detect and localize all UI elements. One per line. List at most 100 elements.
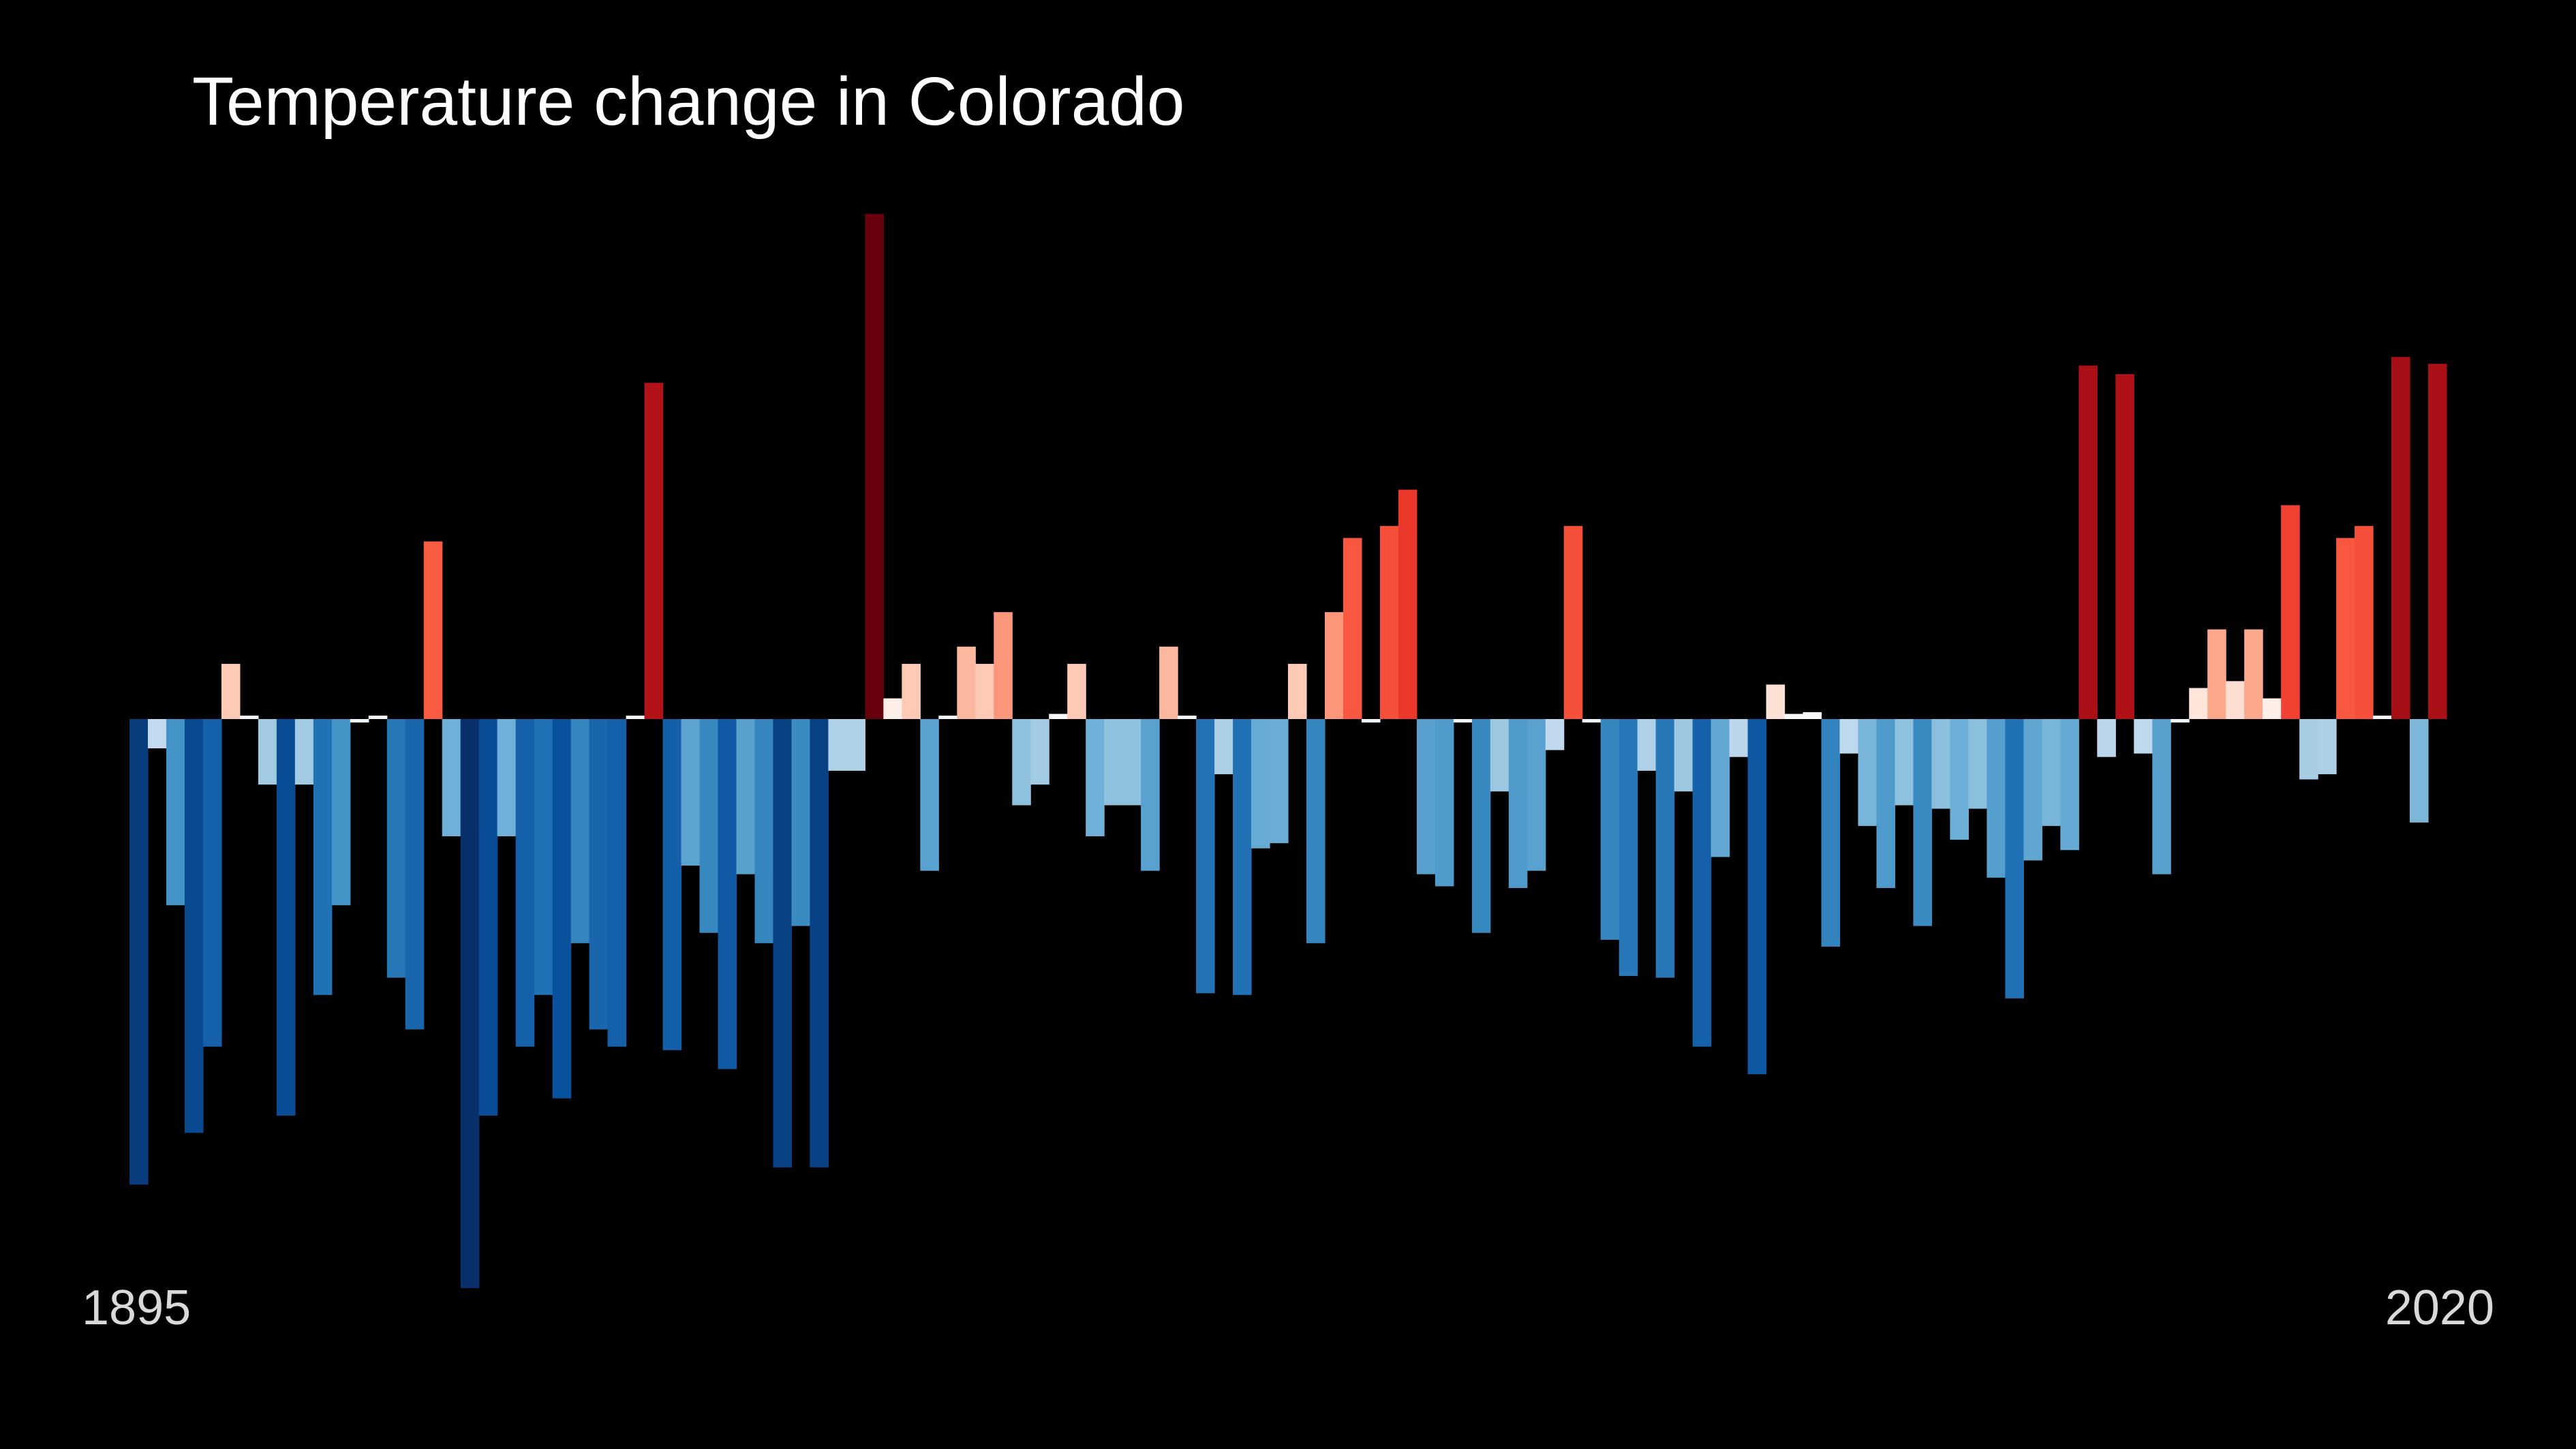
- bar-1899: [202, 719, 222, 1047]
- bar-1956: [1251, 719, 1270, 849]
- bar-1898: [184, 719, 204, 1133]
- bar-1975: [1600, 719, 1620, 940]
- bar-1985: [1784, 714, 1804, 719]
- bar-1963: [1379, 525, 1399, 719]
- bar-1994: [1950, 719, 1969, 840]
- bar-2003: [2115, 374, 2134, 719]
- bar-1971: [1527, 719, 1546, 871]
- bar-1925: [681, 719, 701, 866]
- bar-1931: [791, 719, 811, 926]
- bar-1972: [1545, 719, 1565, 750]
- bar-1964: [1398, 489, 1417, 719]
- bar-1993: [1931, 719, 1951, 809]
- bar-2007: [2189, 688, 2208, 719]
- bar-1923: [644, 382, 664, 719]
- bar-1937: [902, 664, 921, 719]
- bar-1897: [166, 719, 185, 906]
- bar-1920: [589, 719, 609, 1030]
- bar-2013: [2299, 719, 2318, 780]
- bar-1928: [736, 719, 756, 874]
- bar-1976: [1619, 719, 1638, 976]
- bar-1901: [239, 715, 259, 719]
- bar-1914: [478, 719, 498, 1116]
- bar-1986: [1803, 712, 1822, 719]
- bar-1953: [1196, 719, 1215, 994]
- bar-1974: [1582, 719, 1601, 723]
- bar-1929: [754, 719, 774, 943]
- bar-1942: [994, 612, 1013, 719]
- bar-1951: [1159, 646, 1178, 719]
- bar-2015: [2336, 538, 2355, 719]
- bar-1989: [1858, 719, 1877, 826]
- bar-1943: [1012, 719, 1031, 806]
- bar-1948: [1104, 719, 1123, 806]
- bar-1954: [1214, 719, 1233, 774]
- bar-2018: [2391, 356, 2410, 719]
- bar-1933: [828, 719, 847, 771]
- bar-1930: [773, 719, 793, 1168]
- bar-1907: [350, 719, 369, 723]
- bar-1998: [2023, 719, 2042, 861]
- bar-1979: [1674, 719, 1693, 792]
- bar-1947: [1086, 719, 1105, 837]
- bar-1938: [920, 719, 939, 871]
- bar-2016: [2355, 525, 2374, 719]
- bar-1950: [1141, 719, 1160, 871]
- bar-1992: [1913, 719, 1933, 926]
- bar-1917: [534, 719, 553, 995]
- bar-1919: [570, 719, 590, 943]
- bar-1960: [1324, 612, 1344, 719]
- bar-2011: [2263, 698, 2282, 719]
- bar-1987: [1821, 719, 1841, 947]
- bar-1896: [147, 719, 167, 749]
- x-axis-start-label: 1895: [82, 1281, 191, 1335]
- bar-2019: [2410, 719, 2429, 823]
- bar-1941: [975, 664, 994, 719]
- bar-2004: [2134, 719, 2153, 754]
- x-axis-end-label: 2020: [2385, 1281, 2494, 1335]
- bar-1918: [552, 719, 572, 1099]
- bar-1944: [1030, 719, 1049, 785]
- bar-1969: [1490, 719, 1509, 792]
- bar-1952: [1178, 715, 1197, 719]
- bar-1926: [699, 719, 719, 933]
- bar-1978: [1655, 719, 1675, 978]
- bar-1900: [221, 664, 241, 719]
- bar-1997: [2005, 719, 2024, 998]
- bar-1999: [2042, 719, 2061, 826]
- bar-1995: [1968, 719, 1987, 809]
- bar-1946: [1067, 664, 1086, 719]
- bar-1908: [368, 715, 388, 719]
- bar-1991: [1895, 719, 1914, 806]
- bar-1922: [626, 715, 645, 719]
- bar-2020: [2428, 363, 2447, 719]
- bar-1921: [607, 719, 627, 1047]
- bar-1934: [846, 719, 865, 771]
- bar-1903: [276, 719, 296, 1116]
- bar-1910: [405, 719, 425, 1030]
- bar-1905: [313, 719, 333, 995]
- bar-1981: [1711, 719, 1730, 857]
- bar-1932: [810, 719, 829, 1168]
- bar-2000: [2060, 719, 2079, 851]
- bar-1913: [460, 719, 480, 1288]
- bar-1949: [1122, 719, 1141, 806]
- bar-1962: [1361, 719, 1381, 723]
- bar-1912: [442, 719, 461, 837]
- bar-1904: [294, 719, 314, 785]
- bar-1927: [718, 719, 737, 1069]
- bar-2009: [2226, 681, 2245, 719]
- bar-1967: [1453, 719, 1473, 723]
- bar-1961: [1343, 538, 1362, 719]
- bar-1911: [423, 541, 443, 719]
- bar-1909: [386, 719, 406, 978]
- bar-1935: [865, 213, 884, 720]
- bar-1988: [1839, 719, 1859, 754]
- bar-2014: [2318, 719, 2337, 774]
- bar-1924: [662, 719, 682, 1050]
- bar-1980: [1692, 719, 1712, 1047]
- bar-2002: [2097, 719, 2116, 757]
- bar-1982: [1729, 719, 1749, 757]
- bar-1957: [1270, 719, 1289, 844]
- bar-2005: [2152, 719, 2171, 874]
